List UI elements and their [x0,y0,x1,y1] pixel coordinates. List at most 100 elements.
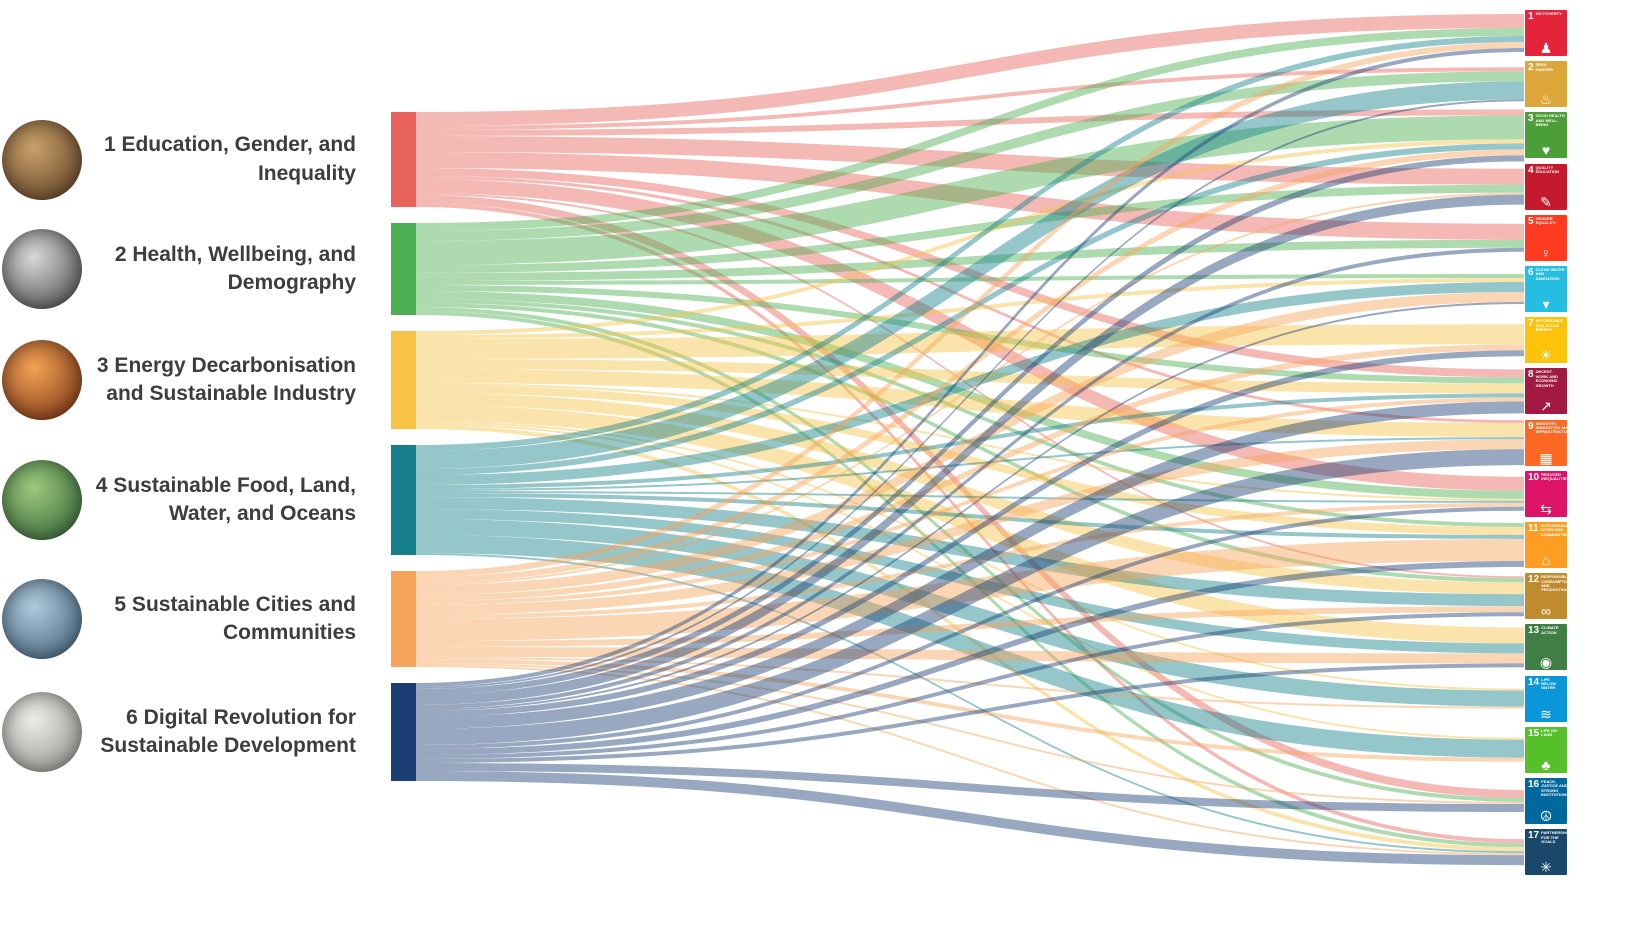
sdg-number: 6 [1528,267,1534,278]
flow-transformation-6-to-sdg-9 [416,449,1524,745]
flow-transformation-5-to-sdg-17 [416,665,1524,856]
classroom-photo [2,119,82,200]
sdg-tile-header: 10 Reduced Inequalities [1525,471,1567,483]
flow-transformation-5-to-sdg-13 [416,647,1524,664]
flow-transformation-4-to-sdg-9 [416,437,1524,491]
sdg-6-icon: ▾ [1542,296,1550,312]
sdg-tile-6: 6 Clean Water and Sanitation ▾ [1525,266,1567,312]
sdg-tile-header: 2 Zero Hunger [1525,61,1567,73]
flow-transformation-1-to-sdg-2 [416,67,1524,130]
flow-transformation-2-to-sdg-16 [416,307,1524,802]
sdg-15-icon: ♣ [1541,756,1551,773]
sdg-tile-header: 6 Clean Water and Sanitation [1525,266,1567,281]
flow-transformation-1-to-sdg-3 [416,109,1524,136]
transformation-node-6 [391,683,416,781]
flow-transformation-3-to-sdg-14 [416,421,1524,691]
flow-transformation-1-to-sdg-16 [416,195,1524,798]
flow-transformation-3-to-sdg-3 [416,139,1524,335]
flow-transformation-4-to-sdg-12 [416,497,1524,607]
flow-transformation-6-to-sdg-11 [416,561,1524,755]
sdg-title: Life Below Water [1541,676,1557,691]
flow-transformation-1-to-sdg-12 [416,193,1524,579]
sdg-title: Zero Hunger [1535,62,1553,72]
sdg-8-icon: ↗ [1540,398,1552,415]
digital-sculpture-photo [2,692,82,772]
transformation-label-1: 1 Education, Gender, and Inequality [103,133,356,185]
flow-transformation-5-to-sdg-10 [416,502,1524,619]
flow-transformation-3-to-sdg-13 [416,405,1524,644]
flow-transformation-4-to-sdg-11 [416,493,1524,539]
flow-transformation-5-to-sdg-7 [416,344,1524,601]
sdg-14-icon: ≋ [1540,705,1552,722]
sdg-13-icon: ◉ [1539,654,1553,671]
sdg-tile-10: 10 Reduced Inequalities ⇆ [1525,470,1567,517]
sdg-10-icon: ⇆ [1540,500,1552,517]
sdg-number: 13 [1528,625,1540,637]
flow-transformation-2-to-sdg-17 [416,311,1524,848]
flow-transformation-4-to-sdg-6 [416,282,1524,485]
sdg-title: Clean Water and Sanitation [1535,267,1565,281]
transformation-row-5: 5 Sustainable Cities and Communities [0,569,356,669]
flow-transformation-6-to-sdg-12 [416,612,1524,759]
sdg-tile-header: 9Industry, Innovation and Infrastructure [1525,420,1567,435]
transformation-row-4: 4 Sustainable Food, Land, Water, and Oce… [0,450,356,550]
transformation-node-4 [391,445,416,555]
transformation-node-5 [391,571,416,667]
flow-transformation-2-to-sdg-8 [416,285,1524,384]
sdg-tile-11: 11 Sustainable Cities and Communities ⌂ [1525,522,1567,568]
flow-transformation-3-to-sdg-6 [416,278,1524,339]
sdg-tile-header: 7 Affordable and Clean Energy [1525,317,1567,332]
flow-transformation-4-to-sdg-15 [416,535,1524,758]
flow-transformation-4-to-sdg-13 [416,509,1524,654]
sdg-title: Decent Work and Economic Growth [1535,369,1558,388]
flow-transformation-2-to-sdg-1 [416,28,1524,231]
sdg-number: 7 [1528,318,1534,330]
sdg-tile-9: 9Industry, Innovation and Infrastructure… [1525,419,1567,466]
flow-transformation-5-to-sdg-9 [416,439,1524,615]
flow-transformation-5-to-sdg-8 [416,397,1524,605]
flow-transformation-6-to-sdg-1 [416,48,1524,687]
transformation-row-1: 1 Education, Gender, and Inequality [0,110,356,210]
transformation-label-6: 6 Digital Revolution for Sustainable Dev… [100,705,356,757]
sdg-number: 1 [1528,11,1534,22]
sdg-tile-header: 11 Sustainable Cities and Communities [1525,522,1567,537]
transformation-node-2 [391,223,416,315]
flow-transformation-2-to-sdg-11 [416,299,1524,527]
sdg-17-icon: ✳ [1540,859,1552,876]
flow-transformation-6-to-sdg-16 [416,763,1524,812]
sdg-tile-4: 4 Quality Education ✎ [1525,163,1567,210]
sdg-12-icon: ∞ [1541,603,1551,620]
sdg-title: Sustainable Cities and Communities [1540,523,1567,537]
city-crowd-photo [2,579,82,659]
flow-transformation-1-to-sdg-1 [416,14,1524,126]
sdg-tile-header: 16 Peace, Justice and Strong Institutions [1525,778,1567,798]
flow-transformation-2-to-sdg-10 [416,291,1524,499]
flow-transformation-1-to-sdg-8 [416,168,1524,378]
sdg-number: 8 [1528,369,1534,381]
flow-transformation-5-to-sdg-6 [416,292,1524,595]
sdg-number: 9 [1528,420,1534,432]
sdg-title: Quality Education [1535,164,1560,174]
flow-transformation-5-to-sdg-4 [416,192,1524,585]
green-fields-photo [2,460,82,540]
flow-transformation-2-to-sdg-3 [416,115,1524,266]
flow-transformation-5-to-sdg-12 [416,606,1524,647]
flow-transformation-5-to-sdg-11 [416,539,1524,641]
flow-transformation-3-to-sdg-7 [416,324,1524,359]
transformation-row-6: 6 Digital Revolution for Sustainable Dev… [0,682,356,782]
transformation-label-5: 5 Sustainable Cities and Communities [114,592,356,644]
flow-transformation-1-to-sdg-4 [416,136,1524,185]
sdg-5-icon: ♀ [1540,244,1552,261]
flow-transformation-6-to-sdg-10 [416,506,1524,749]
sdg-tile-7: 7 Affordable and Clean Energy ☀ [1525,317,1567,364]
sdg-tile-1: 1 No Poverty ♟ [1525,10,1567,56]
flow-transformation-5-to-sdg-16 [416,663,1524,804]
sdg-tile-header: 1 No Poverty [1525,10,1567,22]
sdg-tile-header: 5 Gender Equality [1525,215,1567,227]
flow-transformation-6-to-sdg-17 [416,771,1524,866]
sdg-number: 15 [1528,727,1540,739]
sdg-title: Good Health and Well-Being [1535,113,1565,128]
sdg-tile-8: 8 Decent Work and Economic Growth ↗ [1525,368,1567,415]
transformation-label-2: 2 Health, Wellbeing, and Demography [114,242,356,294]
